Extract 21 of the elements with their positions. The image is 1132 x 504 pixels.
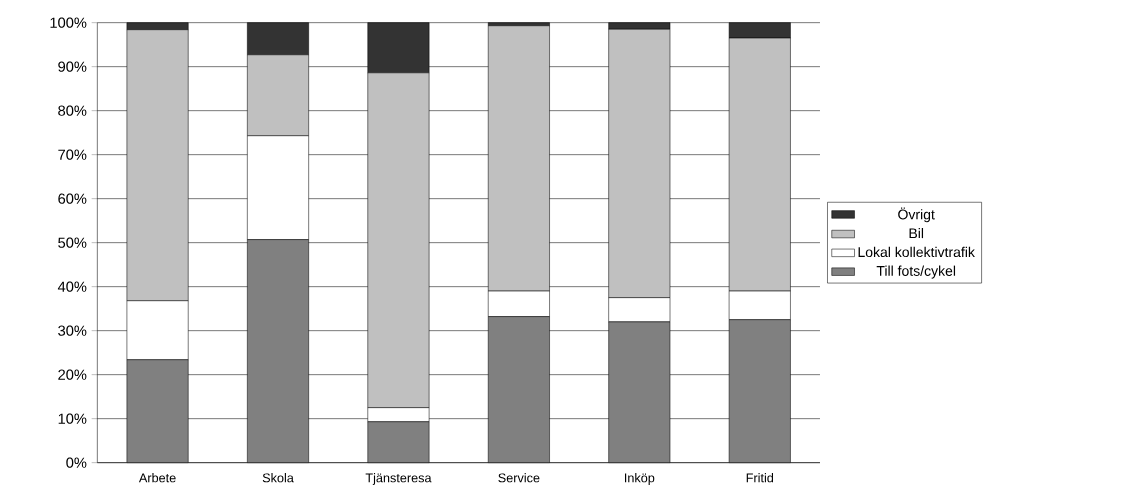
y-tick-label: 0% bbox=[66, 457, 87, 468]
y-tick-label: 70% bbox=[58, 149, 87, 160]
legend-label: Till fots/cykel bbox=[876, 265, 956, 279]
x-tick-label: Tjänsteresa bbox=[365, 473, 432, 485]
x-tick-label: Skola bbox=[262, 473, 294, 483]
y-tick-label: 40% bbox=[57, 281, 87, 292]
x-tick-label: Service bbox=[498, 473, 540, 483]
y-tick-label: 90% bbox=[58, 61, 87, 72]
legend-label: Lokal kollektivtrafik bbox=[858, 246, 975, 258]
y-tick-label: 50% bbox=[58, 237, 87, 248]
text: Bil bbox=[909, 227, 924, 239]
y-tick-label: 10% bbox=[58, 413, 87, 424]
y-tick-label: 60% bbox=[58, 193, 87, 204]
text: Övrigt bbox=[898, 207, 935, 223]
x-tick-label: Inköp bbox=[625, 473, 655, 485]
y-tick-label: 80% bbox=[58, 105, 87, 116]
x-tick-label: Fritid bbox=[746, 473, 774, 483]
y-tick-label: 100% bbox=[50, 17, 87, 28]
y-tick-label: 30% bbox=[58, 325, 87, 336]
y-tick-label: 20% bbox=[58, 369, 87, 380]
x-tick-label: Arbete bbox=[138, 473, 176, 483]
